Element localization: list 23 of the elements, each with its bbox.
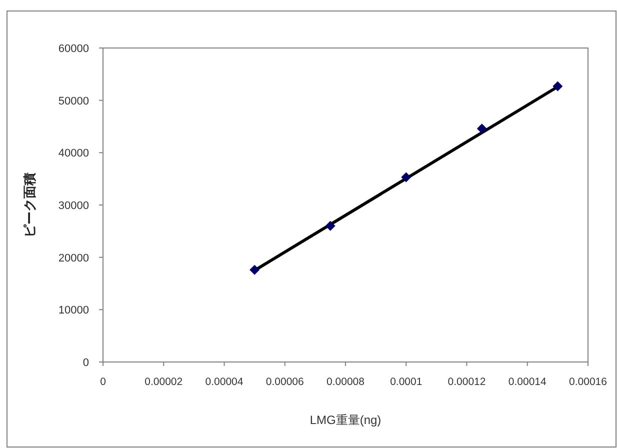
- y-tick-label: 10000: [58, 304, 89, 317]
- x-tick-label: 0.00004: [205, 376, 244, 388]
- y-tick-label: 40000: [58, 148, 89, 160]
- y-tick-label: 0: [82, 357, 89, 369]
- x-tick-label: 0.00002: [144, 376, 183, 388]
- y-tick-label: 20000: [58, 252, 89, 264]
- x-tick-label: 0.00016: [569, 376, 608, 388]
- y-tick-label: 60000: [58, 43, 89, 55]
- point: [401, 172, 412, 182]
- y-axis-title: ピーク面積: [22, 172, 37, 238]
- x-tick-label: 0.00008: [326, 376, 365, 388]
- x-tick-label: 0.0001: [390, 376, 422, 388]
- point: [552, 81, 563, 92]
- x-tick-label: 0: [100, 376, 106, 388]
- x-tick-label: 0.00014: [508, 376, 547, 388]
- point: [476, 124, 487, 134]
- y-tick-label: 50000: [58, 95, 89, 108]
- x-tick-label: 0.00006: [266, 376, 304, 388]
- y-tick-label: 30000: [58, 200, 89, 212]
- point: [250, 264, 260, 275]
- point: [325, 220, 336, 231]
- x-axis-title: LMG重量(ng): [310, 413, 382, 427]
- x-tick-label: 0.00012: [448, 376, 486, 388]
